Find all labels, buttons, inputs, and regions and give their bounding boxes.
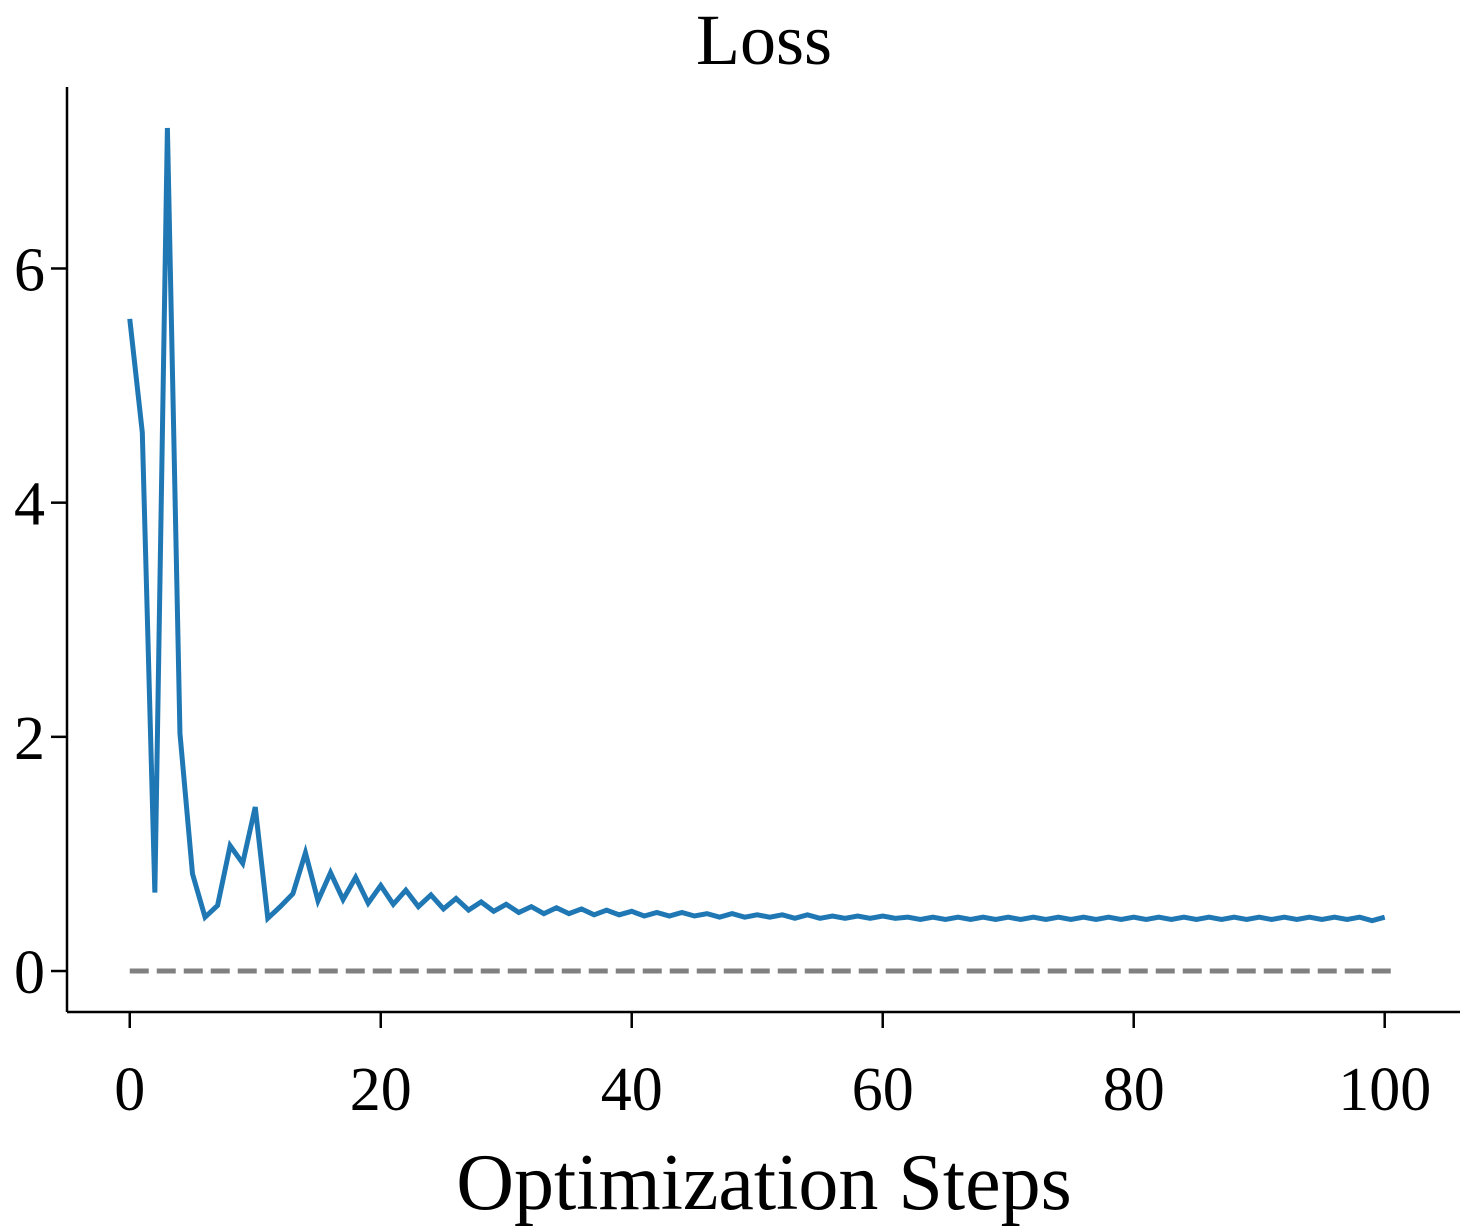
x-axis-label: Optimization Steps xyxy=(456,1139,1072,1227)
ticks-layer: 0 20 40 60 80 100 0 2 4 6 xyxy=(14,236,1431,1124)
x-tick-label: 40 xyxy=(601,1056,663,1124)
series-layer xyxy=(127,127,1398,974)
y-tick-label: 0 xyxy=(14,939,45,1007)
y-tick-label: 2 xyxy=(14,705,45,773)
loss-series-line xyxy=(127,127,1386,924)
x-tick-label: 100 xyxy=(1338,1056,1431,1124)
x-tick-label: 60 xyxy=(852,1056,914,1124)
x-tick-label: 0 xyxy=(114,1056,145,1124)
y-tick-label: 6 xyxy=(14,236,45,304)
y-tick-label: 4 xyxy=(14,471,45,539)
chart-title: Loss xyxy=(696,0,832,80)
axes-layer xyxy=(65,87,1460,1014)
x-tick-label: 80 xyxy=(1103,1056,1165,1124)
x-tick-label: 20 xyxy=(350,1056,412,1124)
